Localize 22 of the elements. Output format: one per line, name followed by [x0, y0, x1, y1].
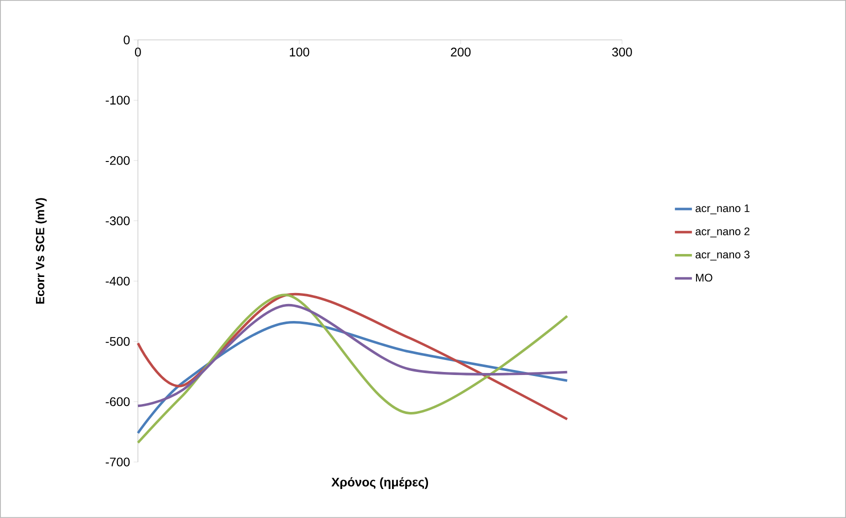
legend-label: acr_nano 1: [696, 204, 750, 214]
line-series: [136, 321, 568, 434]
y-tick-label: -100: [106, 96, 130, 105]
x-tick-label: 200: [450, 48, 471, 57]
legend-label: MO: [696, 274, 712, 282]
line-series: [136, 293, 568, 420]
y-tick-label: -300: [106, 216, 130, 226]
line-series: [136, 294, 568, 444]
x-tick-label: 100: [290, 48, 310, 57]
legend-label: acr_nano 3: [696, 250, 750, 261]
y-tick-label: 0: [124, 36, 130, 44]
legend-label: acr_nano 2: [696, 228, 750, 238]
y-tick-label: -600: [106, 397, 130, 406]
y-tick-label: -500: [106, 337, 130, 346]
x-tick-label: 0: [134, 48, 141, 57]
x-axis-title: Χρόνος (ημέρες): [331, 477, 428, 490]
y-tick-label: -400: [106, 276, 130, 286]
line-series: [136, 304, 568, 408]
y-axis-title: Ecorr Vs SCE (mV): [36, 198, 47, 304]
x-tick-label: 300: [612, 48, 632, 57]
y-tick-label: -200: [106, 156, 130, 165]
y-tick-label: -700: [106, 458, 130, 466]
